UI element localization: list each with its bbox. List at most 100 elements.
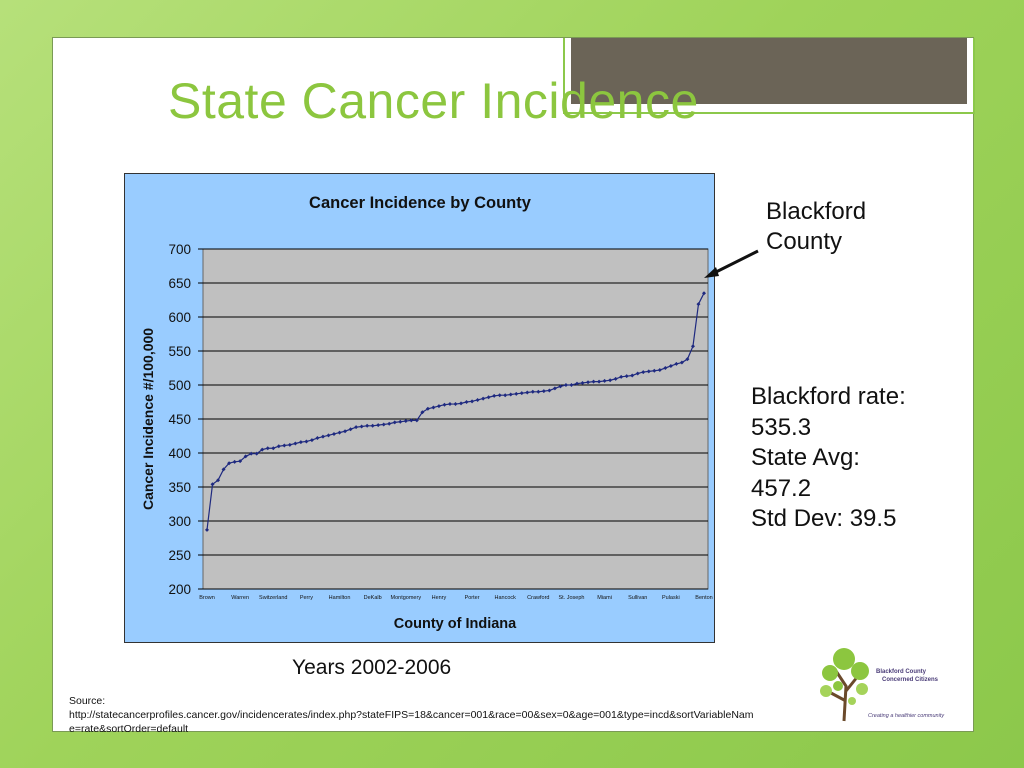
arrow-icon [704,249,759,278]
y-tick-label: 600 [168,310,191,325]
data-point [287,442,292,447]
data-point [326,433,331,438]
data-point [674,361,679,366]
data-point [315,436,320,441]
x-tick-label: St. Joseph [558,595,584,601]
incidence-chart: Cancer Incidence by County 200 250 300 350 4… [140,194,713,632]
data-point [663,366,668,370]
data-point [376,423,381,428]
data-point [690,344,695,349]
data-point [624,374,629,379]
logo-text: Blackford County Concerned Citizens [876,668,938,684]
data-point [563,383,568,387]
data-point [459,401,464,406]
data-point [552,386,557,391]
data-point [464,400,469,404]
data-point [591,379,596,384]
y-axis-ticks: 200 250 300 350 400 450 500 550 600 650 700 [168,242,203,597]
data-point [216,478,221,483]
data-point [508,392,513,397]
chart-container: Cancer Incidence by County 200 250 300 350 4… [124,173,715,643]
y-tick-label: 300 [168,514,191,529]
data-point [586,380,591,385]
data-point [249,451,254,456]
x-tick-label: Warren [231,595,249,601]
data-point [304,439,309,444]
data-point [630,373,635,378]
data-point [635,371,640,376]
data-point [514,391,519,396]
data-point [668,363,673,368]
data-point [403,419,408,424]
logo: Blackford County Concerned Citizens Crea… [816,641,966,731]
y-tick-label: 250 [168,548,191,563]
data-point [657,368,662,373]
data-point [392,420,397,425]
x-tick-label: Montgomery [391,595,422,601]
data-point [359,424,364,429]
gridlines [203,248,708,590]
data-point [370,423,375,428]
data-point [332,431,337,436]
data-point [276,444,281,449]
data-point [293,441,298,446]
y-tick-label: 450 [168,412,191,427]
stats-block: Blackford rate: 535.3 State Avg: 457.2 S… [751,382,906,535]
data-point [210,482,215,487]
x-tick-label: Hamilton [329,595,351,601]
x-tick-label: Miami [597,595,612,601]
data-point [309,438,314,443]
data-point [409,418,414,423]
data-point [569,383,574,387]
data-point [525,390,530,395]
y-tick-label: 200 [168,582,191,597]
x-tick-label: Crawford [527,595,549,601]
data-point [265,446,270,451]
source-note: Source: http://statecancerprofiles.cance… [69,694,759,736]
x-axis-ticks: Brown Warren Switzerland Perry Hamilton DeKal… [199,595,713,601]
data-point [442,402,447,407]
y-tick-label: 550 [168,344,191,359]
data-point [646,369,651,374]
y-tick-label: 700 [168,242,191,257]
data-point [343,429,348,434]
x-tick-label: Benton [695,595,712,601]
data-point [486,395,491,400]
data-point [685,357,690,362]
data-point [492,393,497,398]
x-tick-label: Hancock [494,595,516,601]
x-tick-label: Perry [300,595,313,601]
data-point [519,391,524,396]
data-point [243,454,248,459]
source-url[interactable]: http://statecancerprofiles.cancer.gov/in… [69,709,754,735]
x-tick-label: Henry [432,595,447,601]
data-point [702,291,706,296]
y-tick-label: 500 [168,378,191,393]
chart-title: Cancer Incidence by County [309,194,532,212]
data-point [608,378,613,383]
data-point [597,379,602,384]
data-point [558,384,563,389]
source-label: Source: [69,695,106,707]
data-point [354,425,359,430]
x-tick-label: Pulaski [662,595,680,601]
data-point [320,434,325,439]
data-point [541,389,546,394]
data-point [530,389,535,394]
data-point [398,419,403,424]
data-point [337,430,342,435]
data-point [536,389,541,394]
tree-logo-icon [820,648,869,722]
stat-avg-label: State Avg: [751,444,860,471]
data-point [679,360,684,365]
data-point [348,427,353,432]
slide-title: State Cancer Incidence [168,73,699,129]
data-point [254,451,259,456]
y-tick-label: 350 [168,480,191,495]
data-point [420,410,425,415]
y-axis-label: Cancer Incidence #/100,000 [140,328,156,510]
data-point [205,527,209,532]
header-photo-frame [563,38,975,114]
data-point [641,370,646,375]
x-tick-label: Porter [465,595,480,601]
